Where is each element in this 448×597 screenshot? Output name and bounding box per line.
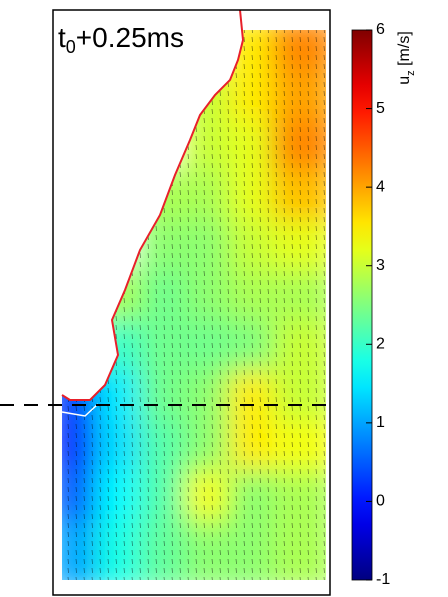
colorbar-tick-label: 5 bbox=[376, 100, 385, 117]
colorbar-tick-label: 6 bbox=[376, 21, 385, 38]
colorbar-label: uz [m/s] bbox=[396, 31, 417, 85]
colorbar bbox=[351, 29, 373, 581]
colorbar-tick-label: 1 bbox=[376, 414, 385, 431]
interface-line-white bbox=[61, 403, 99, 417]
colorbar-tick-label: 3 bbox=[376, 257, 385, 274]
interface-line bbox=[61, 9, 245, 401]
chart-title: t0+0.25ms bbox=[58, 22, 184, 56]
colorbar-tick-label: 4 bbox=[376, 178, 385, 195]
colorbar-tick-label: -1 bbox=[376, 571, 390, 588]
colorbar-tick-label: 0 bbox=[376, 493, 385, 510]
colorbar-tick-label: 2 bbox=[376, 336, 385, 353]
mask bbox=[55, 10, 243, 400]
frame bbox=[52, 9, 331, 596]
